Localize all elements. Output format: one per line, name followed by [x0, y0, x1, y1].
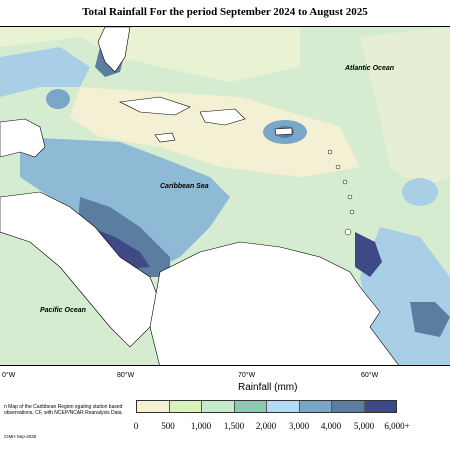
- label-pacific-ocean: Pacific Ocean: [40, 307, 86, 314]
- map-footnote: n Map of the Caribbean Region egating st…: [4, 404, 123, 416]
- legend-tick: 1,000: [190, 421, 212, 431]
- land-lesser-antilles: [327, 149, 355, 236]
- legend-swatch: [169, 401, 202, 412]
- lon-label-60w: 60°W: [361, 372, 379, 379]
- legend-tick: 0: [133, 421, 139, 431]
- legend-swatch: [299, 401, 332, 412]
- map-title: Total Rainfall For the period September …: [82, 6, 368, 18]
- rain-spot-atlantic: [402, 178, 438, 206]
- label-caribbean-sea: Caribbean Sea: [160, 183, 209, 190]
- rain-core-guyana: [355, 232, 382, 277]
- lon-label-70w: 70°W: [238, 372, 256, 379]
- rainfall-map: Atlantic Ocean Caribbean Sea Pacific Oce…: [0, 26, 450, 366]
- rain-band-light: [0, 27, 300, 82]
- legend-tick: 1,500: [223, 421, 245, 431]
- map-credit: CIMH Sep-2025: [4, 434, 37, 439]
- legend-swatch: [137, 401, 170, 412]
- legend-swatch: [234, 401, 267, 412]
- lon-label-90w: 0°W: [2, 372, 16, 379]
- land-hispaniola: [199, 108, 246, 126]
- lon-label-80w: 80°W: [117, 372, 135, 379]
- legend-tick: 2,000: [255, 421, 277, 431]
- land-puerto-rico: [274, 127, 293, 136]
- label-atlantic-ocean: Atlantic Ocean: [345, 65, 395, 72]
- map-canvas: [0, 27, 450, 365]
- legend-swatch: [267, 401, 300, 412]
- rain-core-amazon: [410, 302, 450, 337]
- land-jamaica: [154, 132, 176, 143]
- land-cuba: [118, 96, 191, 116]
- rain-band-blue: [20, 137, 230, 277]
- legend-tick: 3,000: [288, 421, 310, 431]
- legend-swatch: [332, 401, 365, 412]
- land-yucatan: [0, 118, 46, 158]
- land-florida: [97, 27, 131, 73]
- legend-swatch: [364, 401, 396, 412]
- rain-spot-yucatan: [46, 89, 70, 109]
- legend-tick: 6,000+: [384, 421, 410, 431]
- land-south-america: [149, 241, 399, 365]
- legend-tick: 4,000: [320, 421, 342, 431]
- legend-title: Rainfall (mm): [238, 382, 298, 393]
- rain-band-gulf: [0, 47, 90, 97]
- legend-tick: 500: [161, 421, 175, 431]
- legend-tick: 5,000: [353, 421, 375, 431]
- legend-colorbar: [136, 400, 397, 413]
- legend-swatch: [202, 401, 235, 412]
- rain-band-atlantic: [360, 27, 450, 187]
